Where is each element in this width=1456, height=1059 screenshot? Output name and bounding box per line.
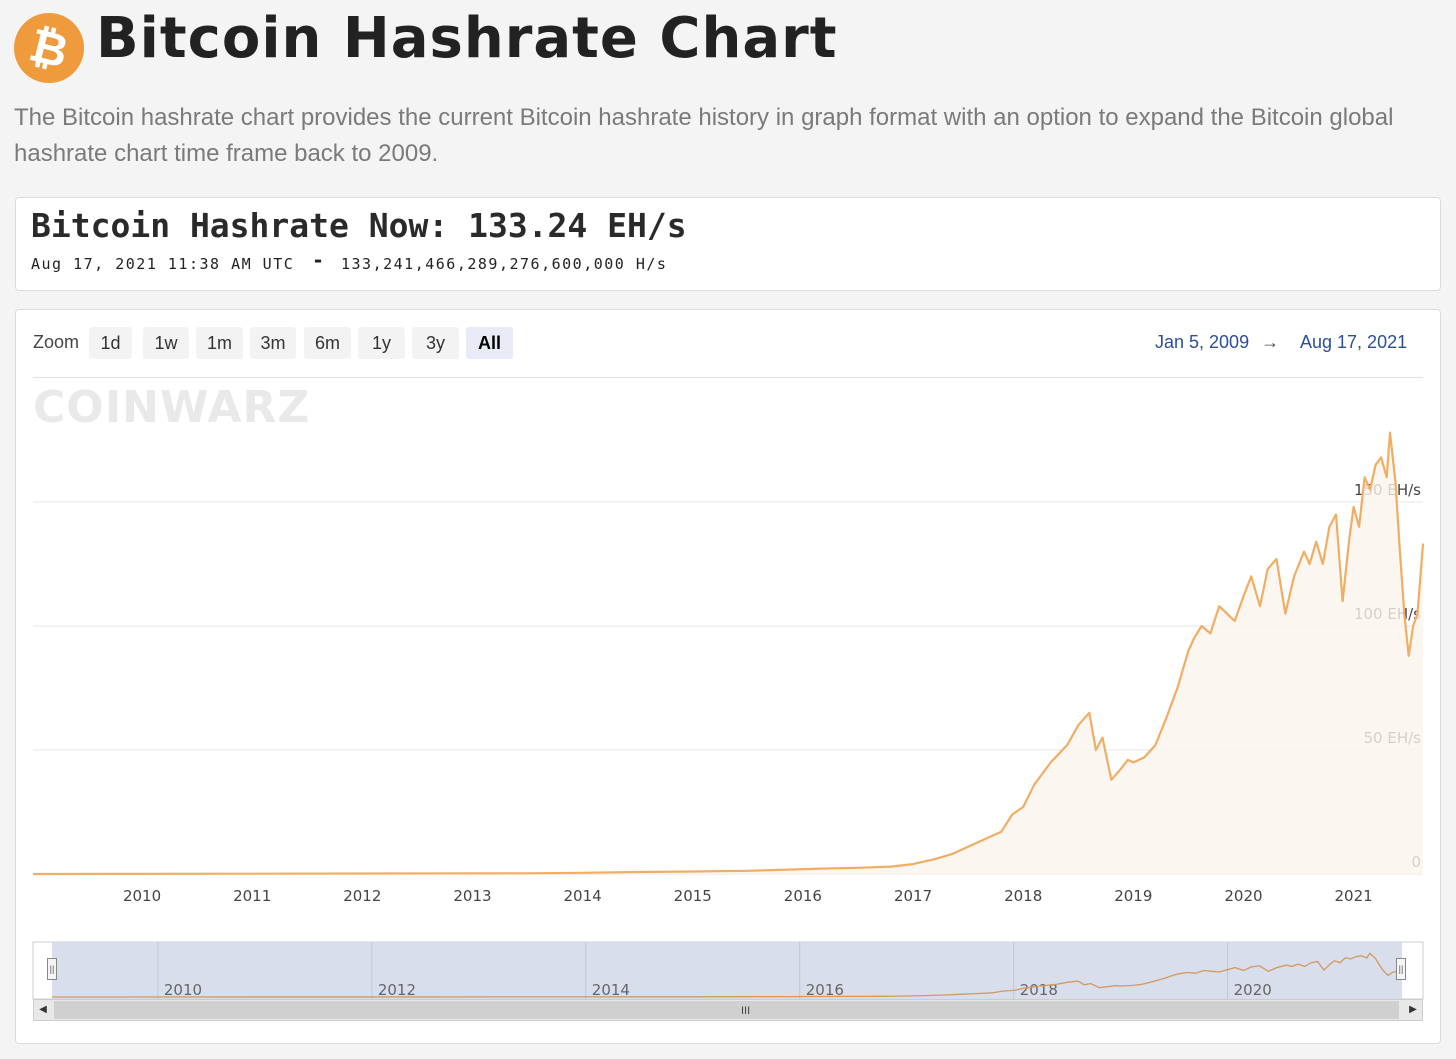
bitcoin-logo-icon: ₿ xyxy=(14,13,84,83)
zoom-3m-button[interactable]: 3m xyxy=(250,327,296,359)
scrollbar-grip-icon: III xyxy=(741,1005,751,1017)
navigator-right-handle[interactable]: || xyxy=(1396,958,1406,980)
zoom-1w-button[interactable]: 1w xyxy=(143,327,189,359)
x-tick-label: 2012 xyxy=(343,887,381,905)
navigator-label: 2018 xyxy=(1020,981,1058,999)
coinwarz-watermark: COINWARZ xyxy=(33,382,311,433)
zoom-1d-button[interactable]: 1d xyxy=(89,327,132,359)
range-arrow-icon: → xyxy=(1261,332,1280,352)
hashrate-now-card: Bitcoin Hashrate Now: 133.24 EH/s Aug 17… xyxy=(15,197,1441,291)
hashrate-hashes-value: 133,241,466,289,276,600,000 H/s xyxy=(341,255,668,273)
x-tick-label: 2020 xyxy=(1224,887,1262,905)
navigator-left-handle[interactable]: || xyxy=(47,958,57,980)
date-range: Jan 5, 2009 → xyxy=(1155,332,1291,353)
zoom-1m-button[interactable]: 1m xyxy=(196,327,243,359)
x-tick-label: 2017 xyxy=(894,887,932,905)
x-tick-label: 2013 xyxy=(453,887,491,905)
range-to-input[interactable]: Aug 17, 2021 xyxy=(1300,332,1408,352)
hashrate-separator: - xyxy=(312,248,325,272)
series-area xyxy=(33,432,1423,874)
x-tick-label: 2010 xyxy=(123,887,161,905)
scrollbar-thumb[interactable]: III xyxy=(54,1001,1399,1019)
navigator-series-line xyxy=(51,952,1403,998)
zoom-6m-button[interactable]: 6m xyxy=(304,327,351,359)
hashrate-chart[interactable]: 050 EH/s100 EH/s150 EH/s2010201120122013… xyxy=(16,310,1440,1043)
navigator-selection xyxy=(52,942,1402,999)
bitcoin-symbol: ₿ xyxy=(24,17,74,79)
page-description: The Bitcoin hashrate chart provides the … xyxy=(14,104,1394,167)
navigator-label: 2012 xyxy=(378,981,416,999)
zoom-label: Zoom xyxy=(33,332,80,352)
zoom-1y-button[interactable]: 1y xyxy=(358,327,405,359)
scroll-left-arrow-icon[interactable]: ◀ xyxy=(39,1004,47,1015)
navigator-label: 2016 xyxy=(806,981,844,999)
navigator-label: 2020 xyxy=(1234,981,1272,999)
series-line xyxy=(32,431,1425,876)
zoom-3y-button[interactable]: 3y xyxy=(412,327,459,359)
x-tick-label: 2018 xyxy=(1004,887,1042,905)
zoom-all-button[interactable]: All xyxy=(466,327,513,359)
range-from-input[interactable]: Jan 5, 2009 xyxy=(1155,332,1250,352)
hashrate-now-title: Bitcoin Hashrate Now: 133.24 EH/s xyxy=(31,206,687,245)
x-tick-label: 2016 xyxy=(784,887,822,905)
page-title: Bitcoin Hashrate Chart xyxy=(96,6,838,71)
x-tick-label: 2015 xyxy=(674,887,712,905)
hashrate-timestamp: Aug 17, 2021 11:38 AM UTC xyxy=(31,255,295,273)
x-tick-label: 2019 xyxy=(1114,887,1152,905)
x-tick-label: 2011 xyxy=(233,887,271,905)
x-tick-label: 2021 xyxy=(1335,887,1373,905)
toolbar-divider xyxy=(33,377,1423,378)
navigator-label: 2014 xyxy=(592,981,630,999)
x-tick-label: 2014 xyxy=(564,887,602,905)
scroll-right-arrow-icon[interactable]: ▶ xyxy=(1409,1004,1417,1015)
navigator-label: 2010 xyxy=(164,981,202,999)
hashrate-chart-card: Zoom 1d 1w 1m 3m 6m 1y 3y All Jan 5, 200… xyxy=(15,309,1441,1044)
navigator-scrollbar[interactable]: ◀ III ▶ xyxy=(33,999,1423,1021)
